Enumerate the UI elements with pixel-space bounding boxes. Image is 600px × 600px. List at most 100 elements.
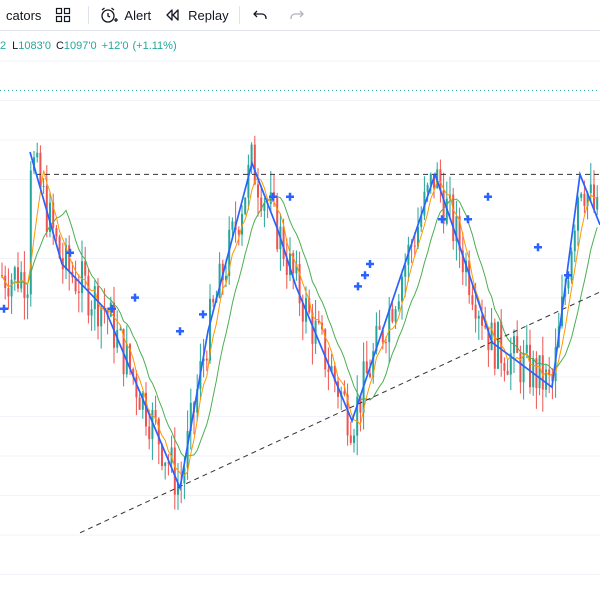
candle-down [458,216,461,251]
candle-up [356,396,359,436]
candle-up [497,321,499,369]
candle-down [205,358,208,361]
signal-plus-marker [361,271,369,280]
candle-down [385,342,387,344]
candle-up [90,309,93,316]
replay-button[interactable]: Replay [157,0,234,30]
candle-down [333,366,336,382]
candle-up [429,173,432,185]
candle-down [391,308,394,322]
candle-down [487,327,490,351]
candle-down [285,259,288,275]
signal-plus-marker [564,271,572,280]
candle-up [65,245,67,270]
candle-down [529,344,531,388]
redo-icon [287,5,307,25]
candle-down [516,336,519,353]
candle-down [148,426,151,440]
signal-plus-marker [199,310,207,319]
candle-up [100,307,103,327]
candle-down [292,253,295,274]
ohlc-high-partial: 2 [0,40,7,52]
candle-down [484,325,487,328]
indicators-label: cators [6,7,42,23]
candle-up [589,184,592,194]
candle-down [500,321,503,364]
signal-plus-marker [131,293,139,302]
signal-plus-marker [286,192,294,201]
candle-down [548,369,551,375]
candle-up [573,230,576,252]
candle-down [52,202,55,229]
candle-down [257,184,259,198]
candle-up [231,221,234,230]
candle-down [442,190,445,224]
candle-down [468,260,471,296]
ohlc-low-key: L [12,40,19,52]
candle-up [394,309,397,322]
alarm-clock-plus-icon [99,5,119,25]
candle-down [439,169,442,191]
layout-grid-button[interactable] [47,0,84,30]
candle-down [324,329,327,370]
candle-down [369,373,371,377]
candle-up [353,435,355,443]
zigzag-line [29,151,600,491]
candle-down [237,229,240,235]
candle-up [490,322,493,351]
candle-up [81,261,83,294]
candle-down [452,194,455,242]
signal-plus-marker [534,243,542,252]
candle-up [244,197,247,214]
candle-up [189,402,192,431]
candle-down [113,302,115,348]
candle-up [209,298,211,361]
candle-down [145,392,147,427]
indicators-button[interactable]: cators [0,0,47,30]
alert-button[interactable]: Alert [93,0,157,30]
candle-up [36,152,39,158]
candle-down [74,277,77,292]
candle-up [567,280,570,289]
candle-up [477,315,480,319]
candle-down [461,250,464,273]
redo-button[interactable] [281,0,318,30]
candle-up [164,462,167,467]
candle-up [420,215,423,227]
signal-plus-marker [438,215,446,224]
ohlc-legend: 2 L 1083'0 C 1097'0 +12'0 (+1.11%) [0,36,177,56]
candle-down [253,144,256,185]
candle-up [509,353,512,375]
candle-up [404,264,407,277]
candle-up [13,267,16,280]
fast-moving-average [1,170,598,476]
candle-down [311,312,314,344]
candle-down [138,397,141,410]
undo-button[interactable] [244,0,281,30]
candle-down [132,368,135,377]
candle-up [455,216,458,242]
top-toolbar: cators Alert Replay [0,0,600,31]
ohlc-change-percent: (+1.11%) [132,40,177,52]
candle-down [308,298,311,313]
candle-down [481,315,483,326]
candle-up [538,355,541,389]
signal-plus-marker [176,327,184,336]
candle-down [260,197,263,211]
signal-plus-marker [269,192,277,201]
candle-up [577,197,579,231]
candle-up [218,263,221,298]
price-chart[interactable] [0,31,600,600]
candle-up [250,144,253,165]
candle-down [157,418,160,445]
signal-markers [0,192,572,336]
candle-up [388,308,391,343]
candle-down [87,275,90,316]
candle-up [417,226,419,247]
candle-up [397,301,400,310]
candle-down [23,272,26,298]
ohlc-low-value: 1083'0 [18,40,51,52]
candle-up [170,447,173,464]
ohlc-close-key: C [55,40,64,52]
candle-down [519,352,522,383]
